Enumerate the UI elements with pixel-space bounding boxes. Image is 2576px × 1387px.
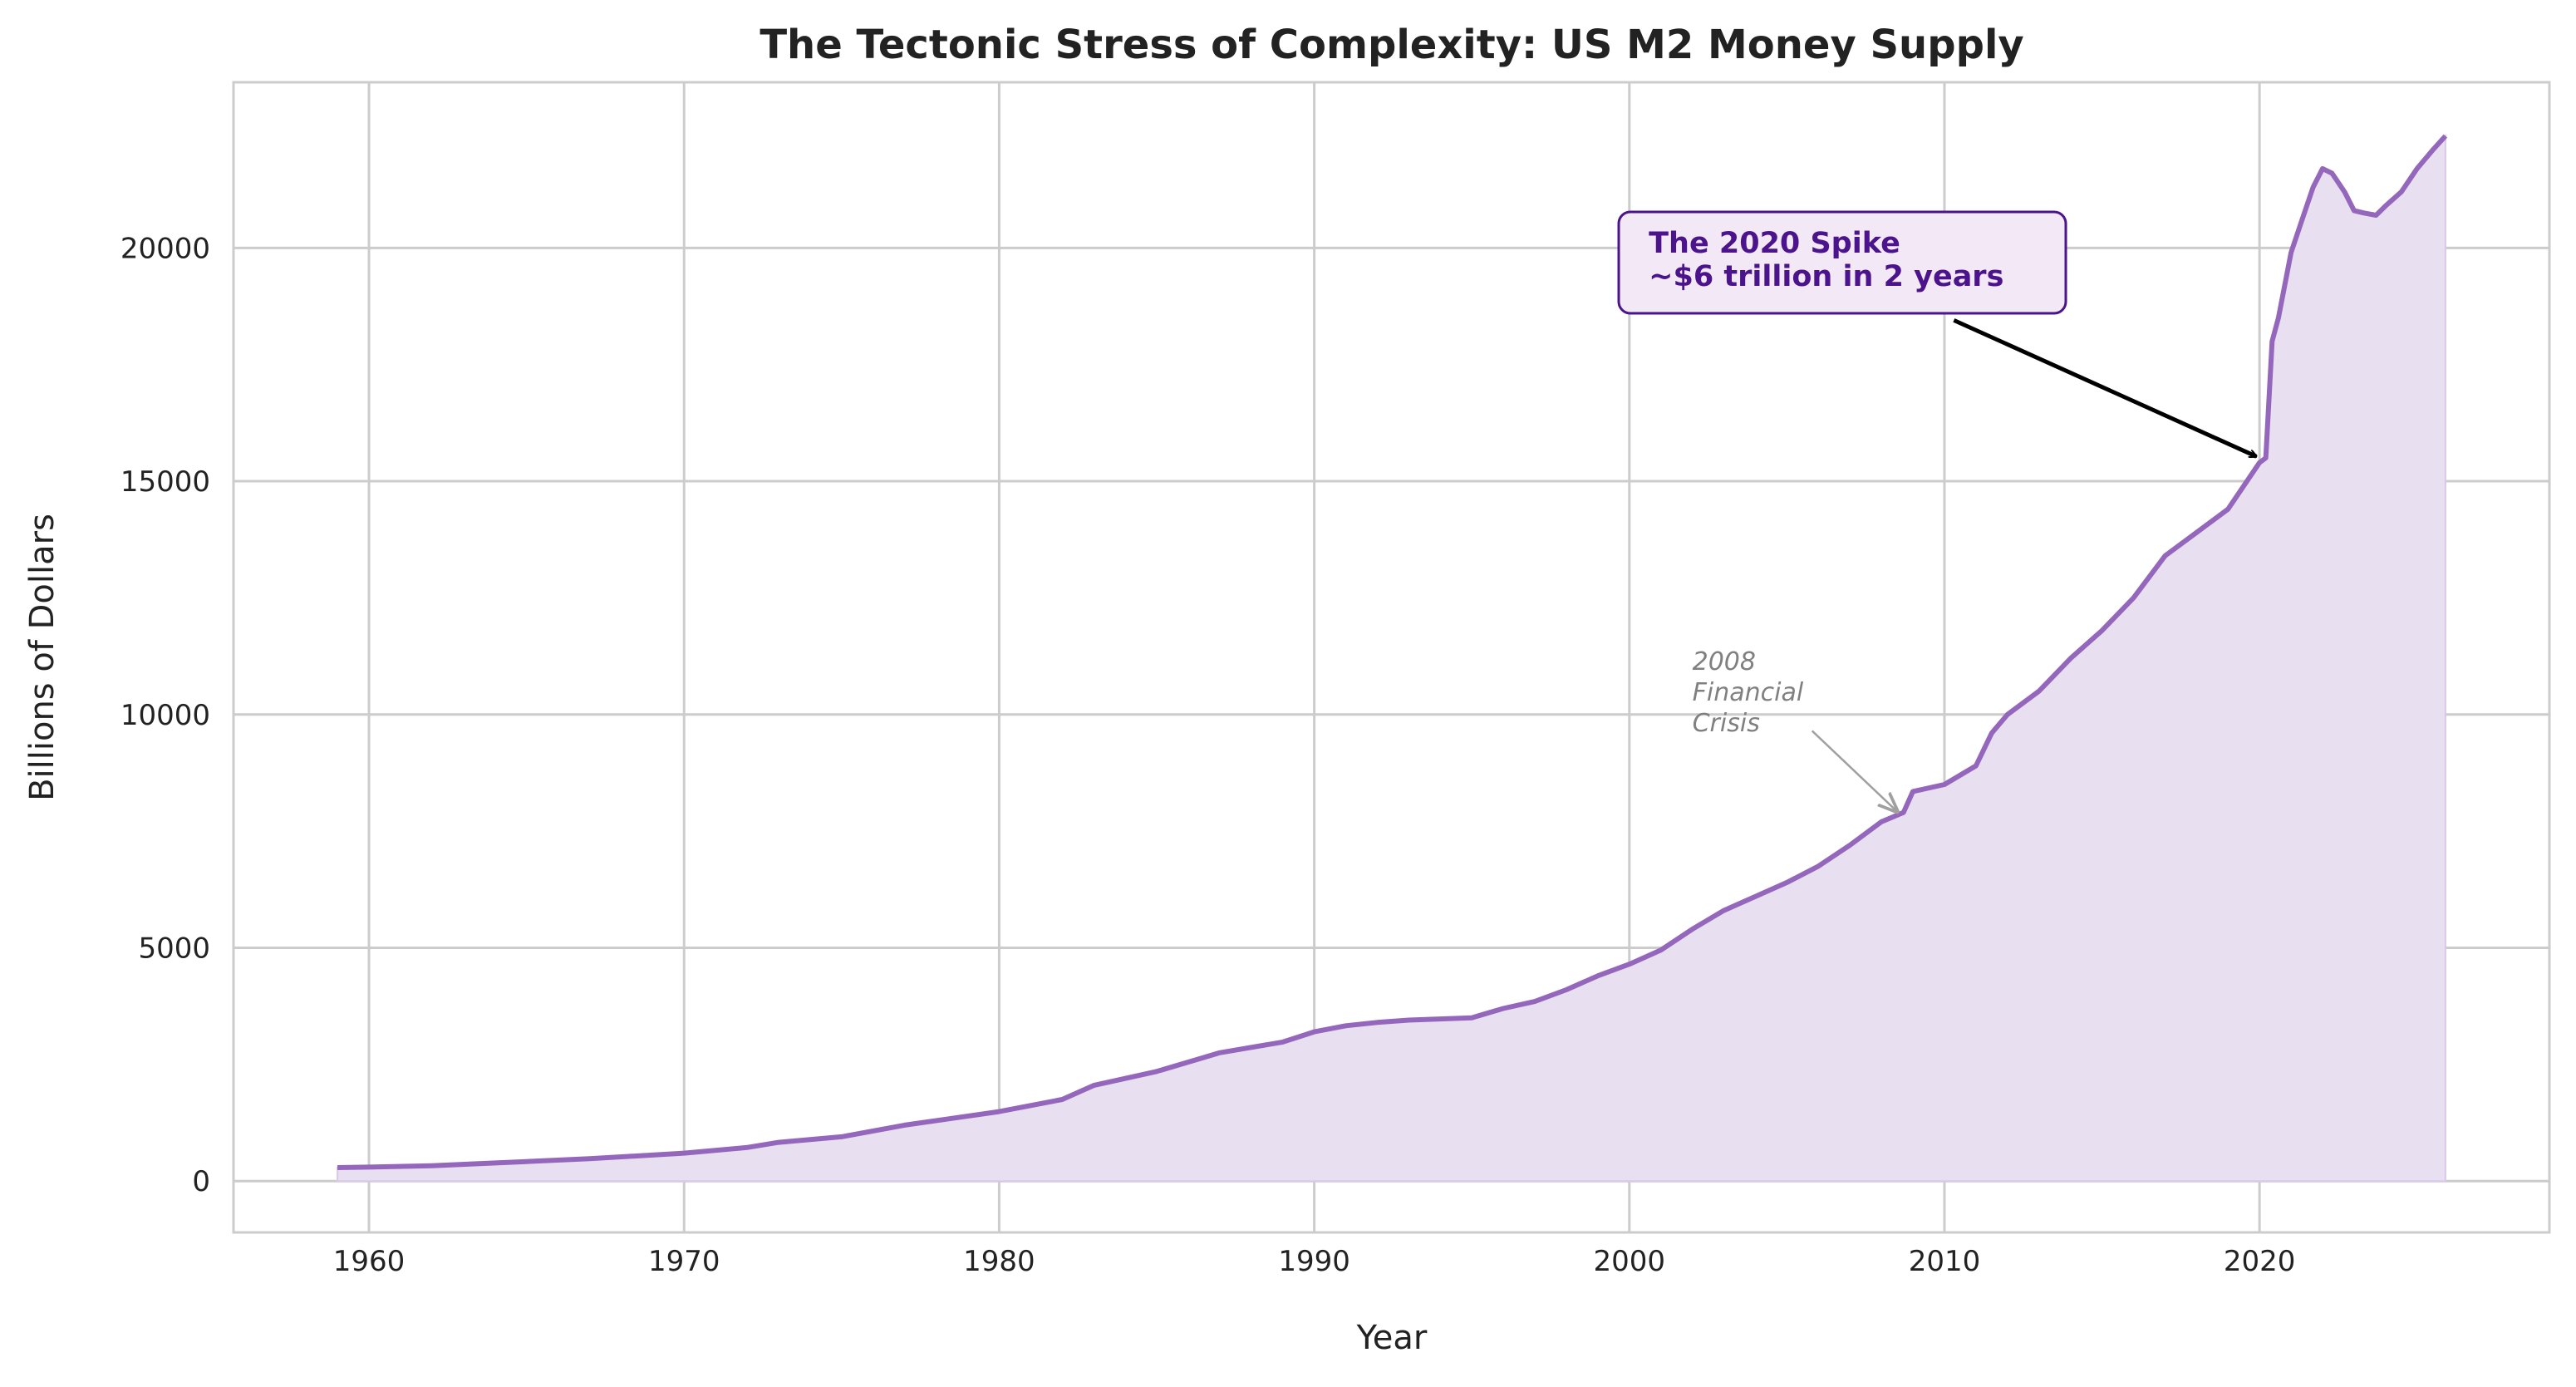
y-tick-label: 20000	[120, 232, 210, 265]
y-tick-label: 15000	[120, 465, 210, 499]
y-tick-label: 0	[192, 1165, 210, 1198]
spike-annotation-text: ~$6 trillion in 2 years	[1649, 260, 2003, 293]
crisis-annotation-text: 2008	[1693, 647, 1756, 676]
x-tick-label: 2020	[2224, 1245, 2296, 1278]
tick-labels: 1960 1970 1980 1990 2000 2010 2020 0 5000 10000 15…	[120, 232, 2296, 1278]
crisis-annotation-text: Crisis	[1693, 709, 1760, 738]
annotations: The 2020 Spike~$6 trillion in 2 years 200…	[1617, 210, 2256, 812]
spike-annotation-text: The 2020 Spike	[1649, 227, 1900, 260]
plot-marks	[337, 134, 2448, 1183]
crisis-annotation-text: Financial	[1693, 678, 1804, 707]
spike-annotation-arrow	[1953, 318, 2256, 459]
x-tick-label: 1960	[333, 1245, 406, 1278]
crisis-annotation-arrow	[1811, 730, 1897, 811]
chart-title: The Tectonic Stress of Complexity: US M2…	[760, 22, 2023, 68]
x-tick-label: 1970	[648, 1245, 720, 1278]
x-tick-label: 2010	[1909, 1245, 1981, 1278]
x-tick-label: 2000	[1594, 1245, 1666, 1278]
series-line	[337, 134, 2448, 1170]
spike-annotation-box	[1617, 210, 2067, 315]
y-tick-label: 5000	[138, 932, 210, 966]
x-tick-label: 1990	[1278, 1245, 1350, 1278]
area-fill	[337, 134, 2446, 1183]
y-tick-label: 10000	[120, 699, 210, 732]
x-tick-label: 1980	[963, 1245, 1035, 1278]
y-axis-label: Billions of Dollars	[23, 514, 61, 801]
x-axis-label: Year	[1356, 1319, 1428, 1357]
plot-frame	[232, 81, 2551, 1234]
